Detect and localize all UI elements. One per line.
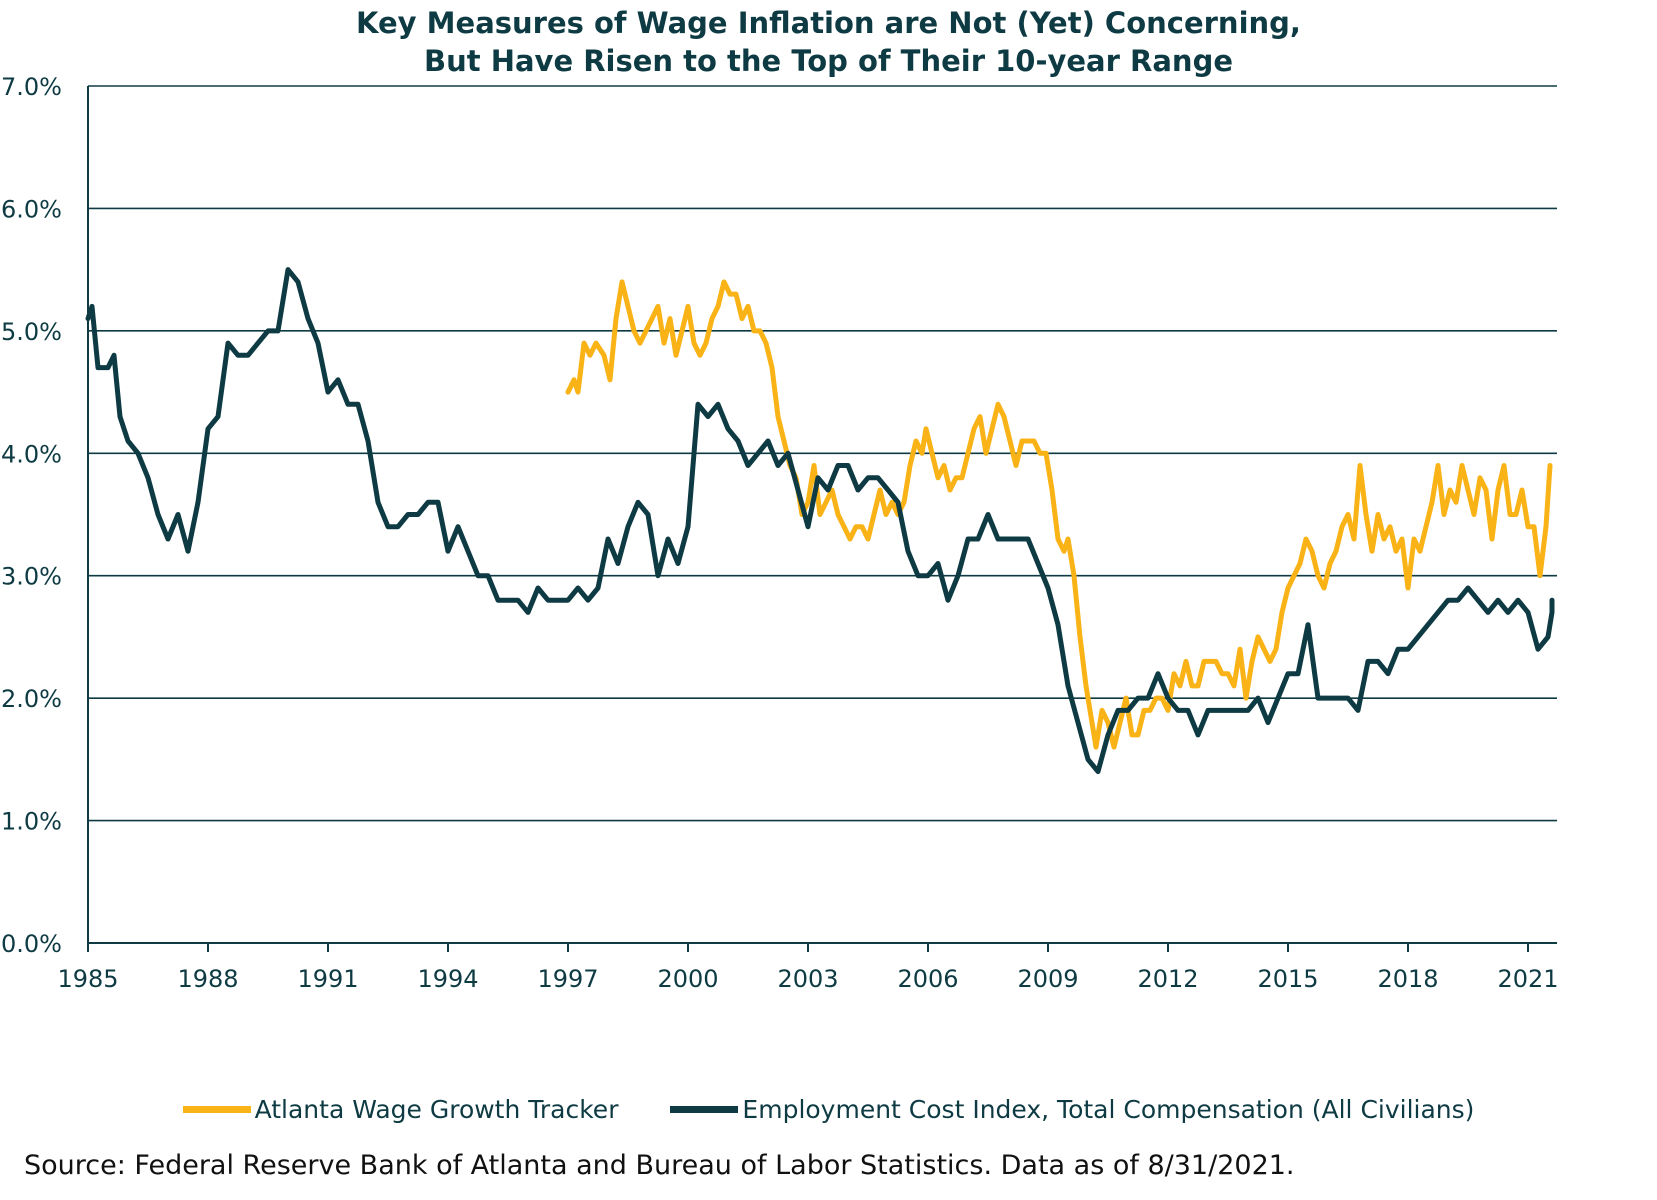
legend-item-eci: Employment Cost Index, Total Compensatio… bbox=[670, 1095, 1474, 1124]
x-tick-label: 1991 bbox=[297, 965, 358, 993]
y-axis-ticks: 0.0% 1.0% 2.0% 3.0% 4.0% 5.0% 6.0% 7.0% bbox=[1, 73, 62, 958]
legend-label-atlanta: Atlanta Wage Growth Tracker bbox=[254, 1095, 619, 1124]
series-line-atlanta-wage-growth bbox=[565, 279, 1553, 750]
x-tick-label: 2012 bbox=[1137, 965, 1198, 993]
x-tick-label: 2000 bbox=[657, 965, 718, 993]
y-tick-label: 6.0% bbox=[1, 195, 62, 223]
y-tick-label: 2.0% bbox=[1, 685, 62, 713]
x-tick-label: 2003 bbox=[777, 965, 838, 993]
y-tick-label: 5.0% bbox=[1, 318, 62, 346]
axes bbox=[87, 86, 1557, 952]
source-note: Source: Federal Reserve Bank of Atlanta … bbox=[24, 1150, 1295, 1181]
x-tick-label: 2021 bbox=[1497, 965, 1558, 993]
x-tick-label: 1988 bbox=[177, 965, 238, 993]
legend-swatch-eci bbox=[670, 1106, 739, 1113]
legend: Atlanta Wage Growth Tracker Employment C… bbox=[0, 1090, 1657, 1124]
x-tick-label: 1997 bbox=[537, 965, 598, 993]
x-tick-label: 2006 bbox=[897, 965, 958, 993]
x-tick-label: 2009 bbox=[1017, 965, 1078, 993]
y-tick-label: 7.0% bbox=[1, 73, 62, 101]
y-tick-label: 1.0% bbox=[1, 808, 62, 836]
x-axis-ticks: 1985 1988 1991 1994 1997 2000 2003 2006 2009 2012… bbox=[57, 965, 1558, 993]
x-tick-label: 2018 bbox=[1377, 965, 1438, 993]
chart-title-line-1: Key Measures of Wage Inflation are Not (… bbox=[356, 6, 1301, 40]
legend-label-eci: Employment Cost Index, Total Compensatio… bbox=[742, 1095, 1475, 1124]
legend-item-atlanta: Atlanta Wage Growth Tracker bbox=[182, 1095, 619, 1124]
legend-swatch-atlanta bbox=[182, 1106, 251, 1113]
y-tick-label: 0.0% bbox=[1, 930, 62, 958]
series-lines bbox=[85, 267, 1555, 775]
x-tick-label: 1985 bbox=[57, 965, 118, 993]
x-tick-label: 1994 bbox=[417, 965, 478, 993]
series-line-employment-cost-index bbox=[85, 267, 1555, 775]
chart-title: Key Measures of Wage Inflation are Not (… bbox=[0, 4, 1657, 80]
line-chart: 0.0%1.0%2.0%3.0%4.0%5.0%6.0%7.0% 1985 198… bbox=[1, 73, 1559, 993]
y-tick-label: 4.0% bbox=[1, 440, 62, 468]
gridlines bbox=[88, 85, 1557, 822]
chart-title-line-2: But Have Risen to the Top of Their 10-ye… bbox=[424, 44, 1233, 78]
y-tick-label: 3.0% bbox=[1, 563, 62, 591]
x-tick-label: 2015 bbox=[1257, 965, 1318, 993]
